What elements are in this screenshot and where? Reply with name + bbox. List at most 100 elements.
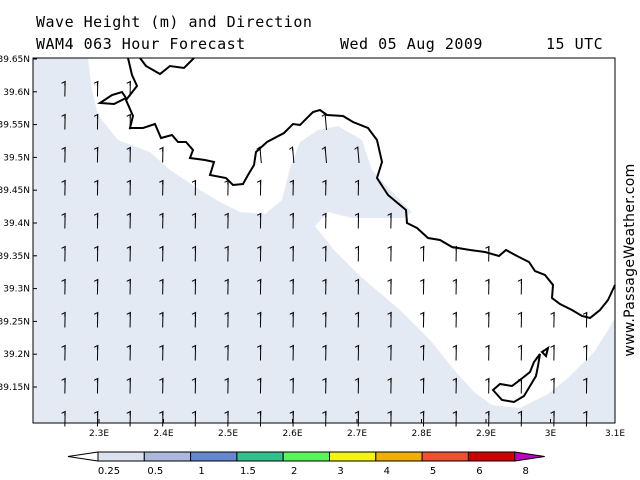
wave-arrow xyxy=(93,212,99,229)
wave-arrow xyxy=(93,113,99,130)
wave-arrow xyxy=(354,410,360,427)
wave-arrow xyxy=(191,179,197,196)
wave-arrow xyxy=(224,344,229,361)
wave-arrow xyxy=(126,311,131,328)
cabrera-island xyxy=(491,353,541,404)
wave-arrow xyxy=(354,377,360,394)
wave-arrow xyxy=(61,179,66,196)
wave-arrow xyxy=(289,410,294,427)
wave-arrow xyxy=(224,311,229,328)
wave-arrow xyxy=(452,278,457,295)
lat-tick-label: 39.25N xyxy=(0,317,30,327)
wave-arrow xyxy=(322,377,327,394)
wave-arrow xyxy=(485,311,490,328)
wave-arrow xyxy=(322,245,327,262)
legend-label: 6 xyxy=(476,466,482,477)
wave-arrow xyxy=(452,344,457,361)
wave-arrow xyxy=(191,245,197,262)
wave-arrow xyxy=(322,344,327,361)
cabrera-islet-small xyxy=(540,345,550,358)
wave-arrow xyxy=(387,344,392,361)
wave-arrow xyxy=(126,80,131,97)
wave-arrow xyxy=(517,311,523,328)
legend-right-arrow xyxy=(514,451,545,462)
wave-arrow xyxy=(224,179,229,196)
legend-swatch xyxy=(236,451,284,462)
wave-arrow xyxy=(289,146,295,164)
lon-tick-label: 3E xyxy=(545,429,557,439)
wave-arrow xyxy=(550,410,555,427)
wave-arrow xyxy=(485,377,490,394)
lon-tick-label: 2.4E xyxy=(154,429,174,439)
lon-tick-label: 2.5E xyxy=(218,429,238,439)
wave-arrow xyxy=(289,344,294,361)
wave-arrow xyxy=(126,212,131,229)
wave-arrow xyxy=(256,212,262,229)
legend-swatch xyxy=(143,451,192,462)
wave-arrow xyxy=(93,410,99,427)
wave-arrow xyxy=(224,212,229,229)
wave-arrow xyxy=(322,311,327,328)
wave-arrow xyxy=(517,278,523,295)
wave-arrow xyxy=(93,146,99,163)
wave-arrow xyxy=(93,278,99,295)
lat-tick-label: 39.15N xyxy=(0,383,30,393)
wave-arrow xyxy=(159,410,164,427)
lon-tick-label: 2.9E xyxy=(476,429,496,439)
watermark: www.PassageWeather.com xyxy=(622,163,638,357)
wave-arrow xyxy=(126,179,131,196)
lat-tick-label: 39.2N xyxy=(3,350,30,360)
wave-arrow xyxy=(159,212,164,229)
lat-tick-label: 39.6N xyxy=(3,88,30,98)
wave-arrow xyxy=(387,245,392,262)
mallorca-inner-coast xyxy=(139,57,195,76)
legend-left-arrow xyxy=(67,451,99,462)
wave-arrow xyxy=(61,245,66,262)
wave-arrow xyxy=(61,311,66,328)
lon-tick-label: 3.1E xyxy=(605,429,625,439)
legend-label: 0.5 xyxy=(147,466,163,477)
legend-label: 1 xyxy=(198,466,204,477)
mallorca-coastline xyxy=(124,57,616,320)
wave-arrow xyxy=(289,377,294,394)
wave-arrow xyxy=(550,377,555,394)
wave-arrow xyxy=(159,377,164,394)
wave-arrow xyxy=(126,410,131,427)
wave-arrow xyxy=(387,278,392,295)
wave-arrow xyxy=(191,377,197,394)
lat-tick-label: 39.55N xyxy=(0,121,30,131)
legend-swatch xyxy=(467,451,516,462)
pollensa-bay-islet xyxy=(97,90,128,106)
lon-tick-label: 2.6E xyxy=(283,429,303,439)
wave-arrow xyxy=(256,245,262,262)
wave-arrow xyxy=(93,80,99,97)
wave-arrow xyxy=(550,311,555,328)
wave-arrow xyxy=(452,377,457,394)
wave-arrow xyxy=(485,278,490,295)
wave-arrow xyxy=(419,377,425,394)
wave-arrow xyxy=(256,278,262,295)
wave-arrow xyxy=(93,311,99,328)
wave-arrow xyxy=(419,344,425,361)
wave-arrow xyxy=(224,245,229,262)
lat-tick-label: 39.65N xyxy=(0,55,30,65)
legend-label: 0.25 xyxy=(98,466,120,477)
wave-arrow xyxy=(256,377,262,394)
model-label: WAM4 063 Hour Forecast xyxy=(36,35,246,53)
wave-direction-arrows xyxy=(61,80,588,427)
wave-arrow xyxy=(191,344,197,361)
wave-arrow xyxy=(224,278,229,295)
wave-arrow xyxy=(159,179,164,196)
wave-arrow xyxy=(354,179,360,196)
wave-arrow xyxy=(387,377,392,394)
legend-swatch xyxy=(375,451,423,462)
latitude-axis: 39.15N 39.2N 39.25N 39.3N 39.35N 39.4N 39.45N 3… xyxy=(0,55,37,393)
wave-arrow xyxy=(93,344,99,361)
wave-arrow xyxy=(452,311,457,328)
watermark-container: www.PassageWeather.com xyxy=(620,140,640,380)
forecast-time: 15 UTC xyxy=(546,35,604,53)
chart-title: Wave Height (m) and Direction xyxy=(36,13,313,31)
wave-arrow xyxy=(126,146,131,163)
wave-arrow xyxy=(159,344,164,361)
